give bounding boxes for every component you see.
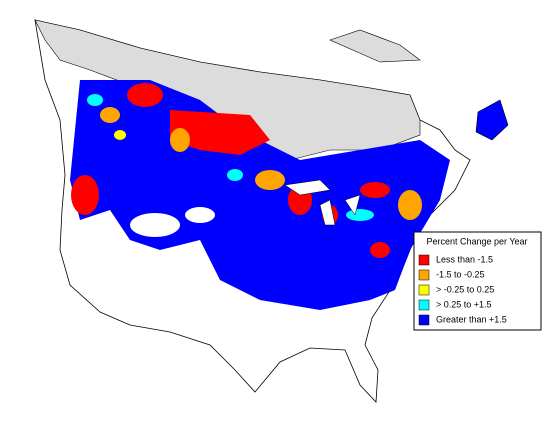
legend-label: Greater than +1.5 (436, 314, 507, 324)
legend-label: > 0.25 to +1.5 (436, 299, 492, 309)
area-decrease (127, 83, 163, 107)
area-stable (114, 130, 126, 140)
area-decrease (370, 242, 390, 258)
area-moderate-decrease (398, 190, 422, 220)
area-moderate-decrease (170, 128, 190, 152)
area-decrease (71, 175, 99, 215)
legend: Percent Change per Year Less than -1.5 -1… (413, 231, 542, 331)
area-moderate-decrease (100, 107, 120, 123)
legend-box (413, 231, 542, 331)
area-no-data (130, 213, 180, 237)
area-decrease (360, 182, 390, 198)
area-slight-increase (227, 169, 243, 181)
legend-swatch (418, 284, 430, 296)
legend-swatch (418, 314, 430, 326)
legend-label: Less than -1.5 (436, 254, 493, 264)
area-slight-increase (87, 94, 103, 106)
arctic-islands (329, 29, 421, 63)
change-areas (70, 80, 450, 310)
area-no-data (185, 207, 215, 223)
legend-swatch (418, 254, 430, 266)
legend-label: -1.5 to -0.25 (436, 269, 485, 279)
legend-label: > -0.25 to 0.25 (436, 284, 494, 294)
area-decrease (170, 110, 270, 155)
newfoundland (475, 99, 509, 141)
great-lakes (284, 179, 361, 226)
legend-title: Percent Change per Year (426, 236, 527, 246)
area-increase (70, 80, 450, 310)
area-moderate-decrease (255, 170, 285, 190)
legend-swatch (418, 269, 430, 281)
legend-swatch (418, 299, 430, 311)
area-slight-increase (346, 209, 374, 221)
